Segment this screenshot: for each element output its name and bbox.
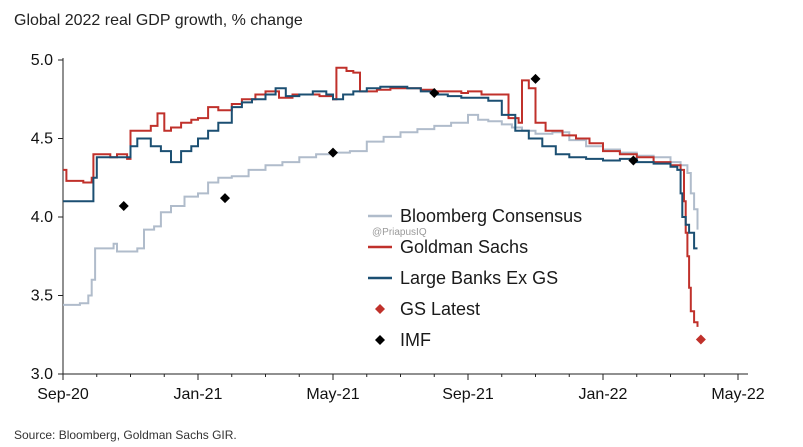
x-tick-label: Jan-21 <box>174 386 223 403</box>
legend-label: Goldman Sachs <box>400 237 528 257</box>
y-tick-label: 5.0 <box>31 52 53 69</box>
legend: Bloomberg Consensus Goldman Sachs Large Ba… <box>368 206 582 350</box>
chart-title: Global 2022 real GDP growth, % change <box>14 12 303 29</box>
legend-label: Large Banks Ex GS <box>400 268 558 288</box>
x-tick-label: May-22 <box>711 386 764 403</box>
marker-imf <box>328 147 338 158</box>
marker-imf <box>628 155 639 166</box>
x-tick-label: Sep-20 <box>37 386 89 403</box>
marker-gs-latest <box>695 334 706 345</box>
legend-label: Bloomberg Consensus <box>400 206 582 226</box>
series-line-goldman-sachs <box>63 66 699 327</box>
x-tick-label: May-21 <box>306 386 359 403</box>
y-axis-ticks: 3.0 3.5 4.0 4.5 5.0 <box>31 52 63 383</box>
chart-svg: 3.0 3.5 4.0 4.5 5.0 Sep-20 Jan-21 May-21 Sep-21… <box>31 52 765 403</box>
legend-label: IMF <box>400 330 431 350</box>
x-tick-label: Sep-21 <box>442 386 494 403</box>
marker-imf <box>429 87 440 98</box>
legend-swatch-diamond <box>375 304 385 314</box>
series-line-large-banks-ex-gs <box>63 85 698 250</box>
legend-label: GS Latest <box>400 299 480 319</box>
x-axis-ticks: Sep-20 Jan-21 May-21 Sep-21 Jan-22 May-22 <box>37 374 765 403</box>
series-layer <box>63 66 706 345</box>
marker-imf <box>530 73 541 84</box>
marker-imf <box>220 193 230 204</box>
x-tick-label: Jan-22 <box>579 386 628 403</box>
marker-imf <box>118 201 129 212</box>
y-tick-label: 3.0 <box>31 366 53 383</box>
y-tick-label: 3.5 <box>31 288 53 305</box>
y-tick-label: 4.0 <box>31 209 53 226</box>
legend-swatch-diamond <box>375 335 385 345</box>
watermark-text: @PriapusIQ <box>372 227 427 238</box>
chart-source: Source: Bloomberg, Goldman Sachs GIR. <box>14 428 237 442</box>
y-tick-label: 4.5 <box>31 131 53 148</box>
